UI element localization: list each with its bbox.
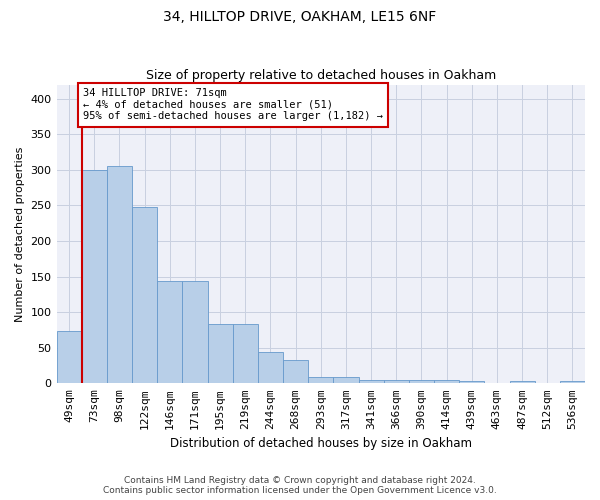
Bar <box>233 324 258 384</box>
Bar <box>308 377 334 384</box>
Text: Contains HM Land Registry data © Crown copyright and database right 2024.
Contai: Contains HM Land Registry data © Crown c… <box>103 476 497 495</box>
Bar <box>383 380 409 384</box>
Title: Size of property relative to detached houses in Oakham: Size of property relative to detached ho… <box>146 69 496 82</box>
Bar <box>258 352 283 384</box>
Bar <box>56 332 82 384</box>
Bar <box>283 360 308 384</box>
Bar <box>107 166 132 384</box>
Bar <box>132 207 157 384</box>
Bar <box>560 381 585 384</box>
Y-axis label: Number of detached properties: Number of detached properties <box>15 146 25 322</box>
Bar <box>434 380 459 384</box>
Bar <box>208 324 233 384</box>
Bar <box>82 170 107 384</box>
Text: 34 HILLTOP DRIVE: 71sqm
← 4% of detached houses are smaller (51)
95% of semi-det: 34 HILLTOP DRIVE: 71sqm ← 4% of detached… <box>83 88 383 122</box>
Bar <box>459 381 484 384</box>
Text: 34, HILLTOP DRIVE, OAKHAM, LE15 6NF: 34, HILLTOP DRIVE, OAKHAM, LE15 6NF <box>163 10 437 24</box>
Bar <box>509 381 535 384</box>
Bar <box>359 380 383 384</box>
Bar <box>409 380 434 384</box>
X-axis label: Distribution of detached houses by size in Oakham: Distribution of detached houses by size … <box>170 437 472 450</box>
Bar <box>182 281 208 384</box>
Bar <box>334 377 359 384</box>
Bar <box>157 281 182 384</box>
